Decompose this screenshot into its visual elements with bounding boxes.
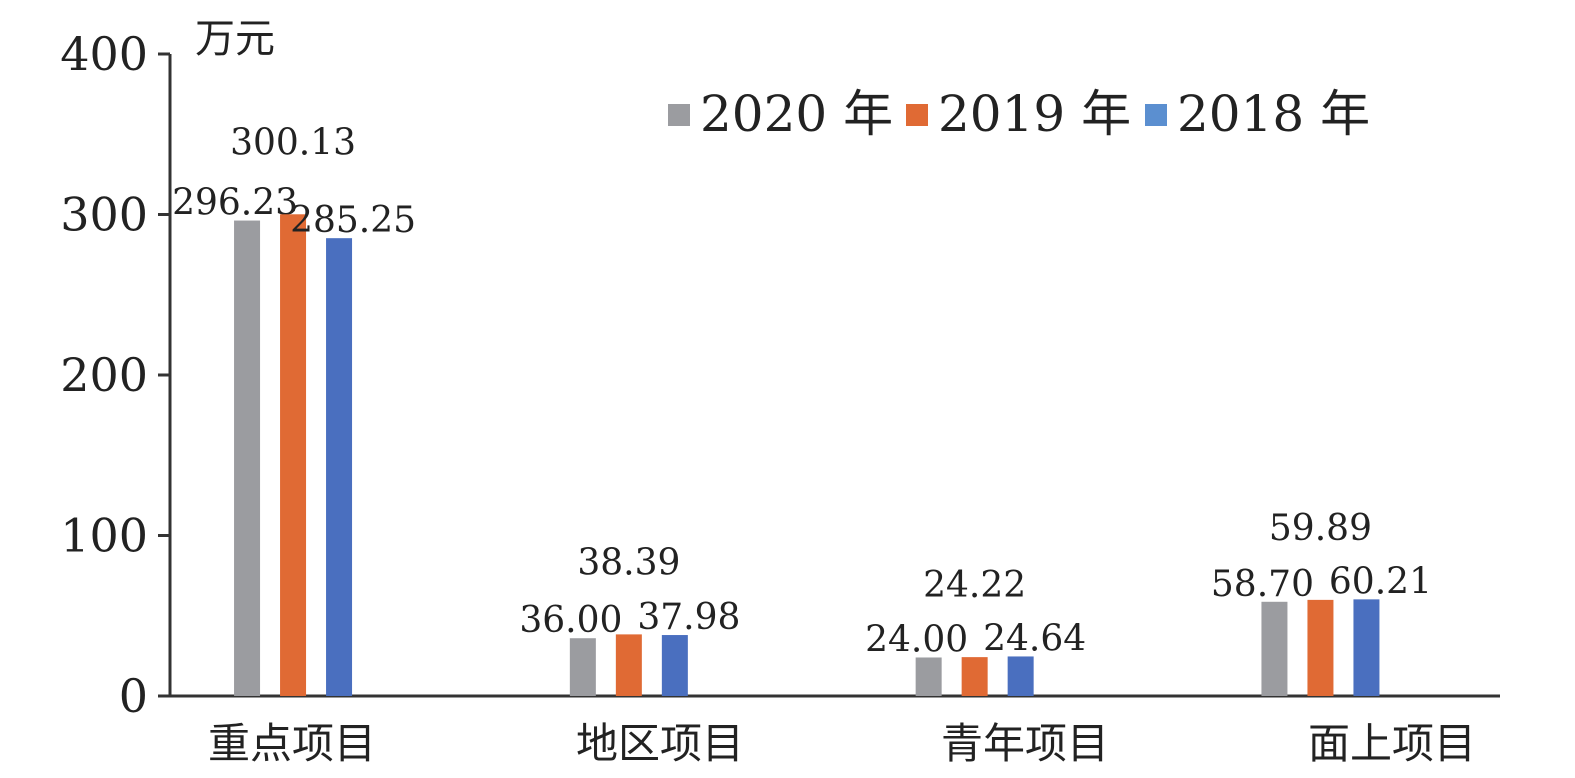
- data-label: 36.00: [519, 600, 622, 641]
- bar: [1261, 601, 1288, 696]
- category-labels: 重点项目 地区项目 青年项目 面上项目: [208, 719, 1476, 768]
- y-tick-label: 0: [119, 669, 148, 723]
- legend: 2020 年 2019 年 2018 年: [668, 85, 1370, 143]
- bar-group: 24.00 24.22 24.64: [865, 565, 1086, 696]
- category-label: 重点项目: [208, 719, 376, 768]
- data-label: 37.98: [637, 597, 740, 638]
- data-label: 59.89: [1269, 508, 1372, 549]
- bar-group: 296.23 300.13 285.25: [172, 122, 416, 696]
- bar-group: 58.70 59.89 60.21: [1211, 508, 1432, 696]
- bar: [1353, 599, 1380, 696]
- legend-swatch: [1145, 104, 1167, 126]
- data-label: 300.13: [230, 122, 356, 163]
- legend-label: 2018 年: [1177, 85, 1370, 143]
- bar-groups: 296.23300.13285.2536.0038.3937.9824.0024…: [172, 122, 1432, 696]
- bar: [961, 657, 988, 696]
- legend-label: 2020 年: [700, 85, 893, 143]
- category-label: 地区项目: [576, 719, 744, 768]
- bar: [234, 220, 261, 696]
- y-tick-label: 400: [60, 27, 148, 81]
- bar: [661, 635, 688, 696]
- bar: [280, 214, 307, 696]
- data-label: 24.22: [923, 565, 1026, 606]
- data-label: 296.23: [172, 183, 298, 224]
- bar: [326, 238, 353, 696]
- data-label: 24.64: [983, 618, 1086, 659]
- bar: [1307, 599, 1334, 696]
- bar-group: 36.00 38.39 37.98: [519, 542, 740, 696]
- y-axis-ticks: 0 100 200 300 400: [60, 27, 170, 723]
- y-tick-label: 300: [60, 188, 148, 242]
- legend-swatch: [668, 104, 690, 126]
- data-label: 38.39: [577, 542, 680, 583]
- y-tick-label: 200: [60, 348, 148, 402]
- bar: [569, 638, 596, 696]
- data-label: 24.00: [865, 619, 968, 660]
- legend-swatch: [906, 104, 928, 126]
- bar: [1007, 656, 1034, 696]
- data-label: 58.70: [1211, 564, 1314, 605]
- bar: [915, 657, 942, 696]
- category-label: 面上项目: [1308, 719, 1476, 768]
- bar: [615, 634, 642, 696]
- y-tick-label: 100: [60, 509, 148, 563]
- data-label: 60.21: [1329, 561, 1432, 602]
- legend-label: 2019 年: [938, 85, 1131, 143]
- y-axis-unit-label: 万元: [195, 16, 275, 62]
- category-label: 青年项目: [941, 719, 1109, 768]
- data-label: 285.25: [290, 200, 416, 241]
